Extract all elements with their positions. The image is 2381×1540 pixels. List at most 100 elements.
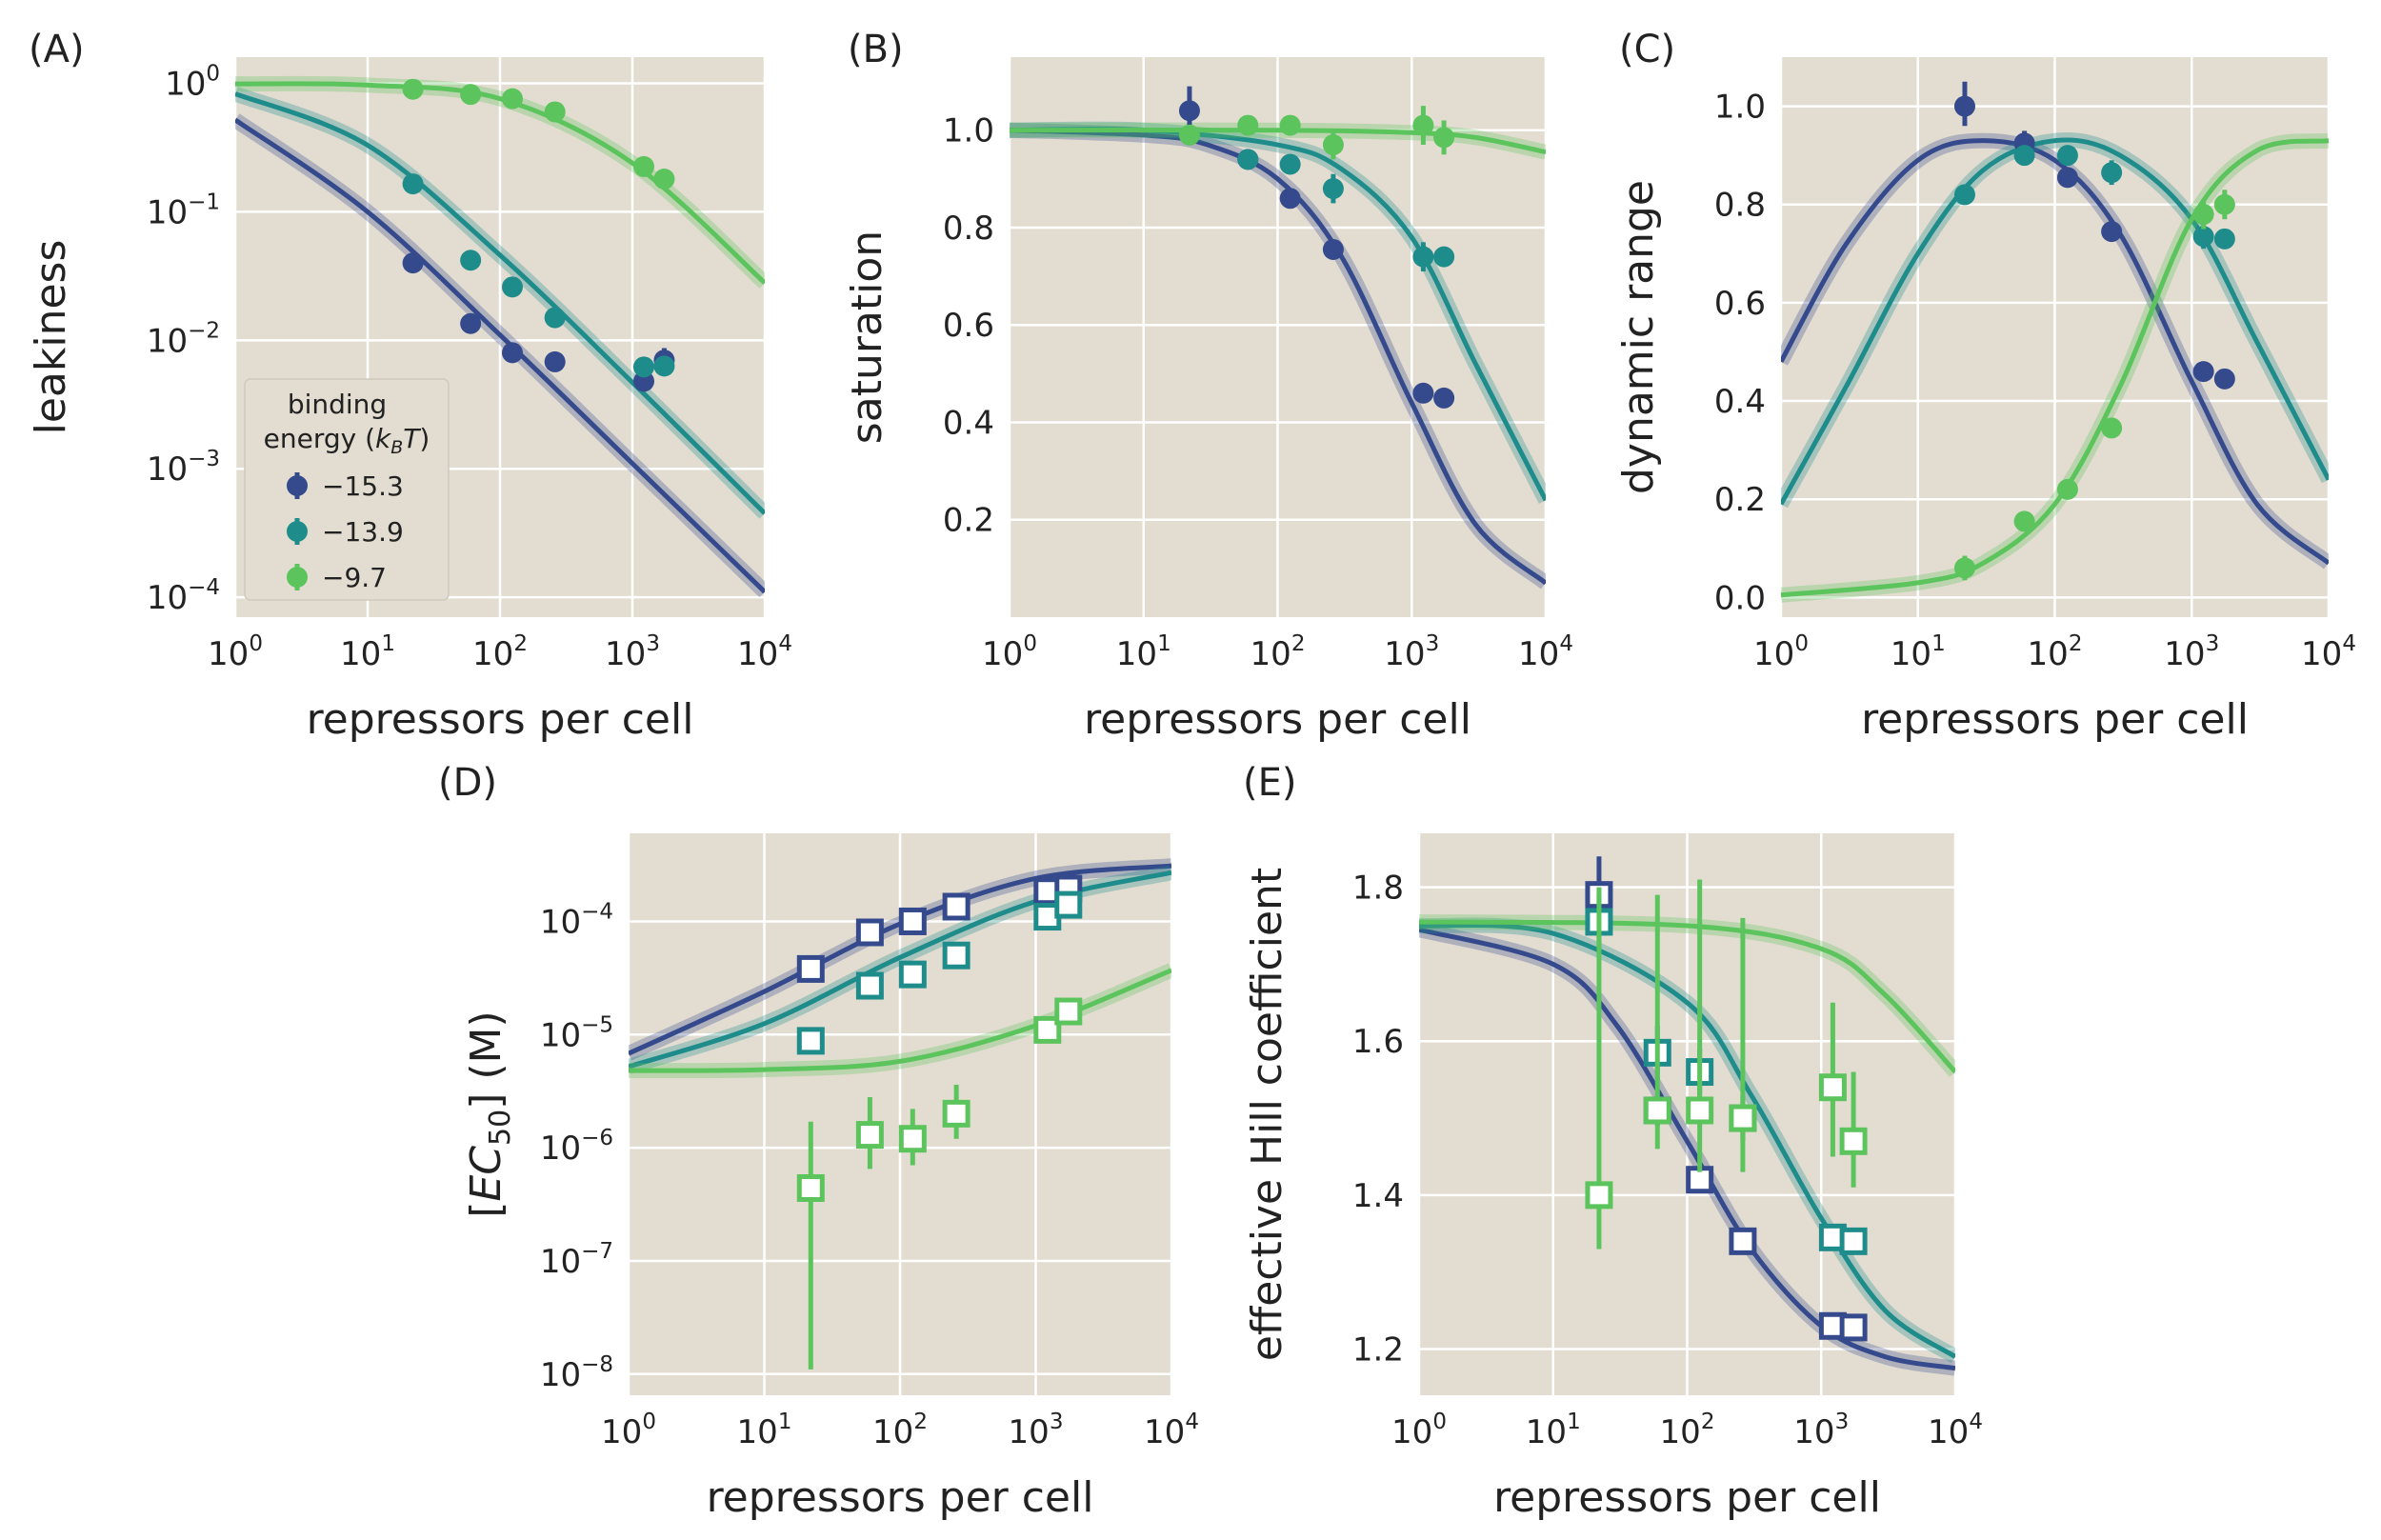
y-tick-label: 10−1 (147, 190, 220, 231)
data-point-mid (402, 173, 424, 195)
y-tick-label: 10−3 (147, 447, 220, 489)
y-tick-label: 10−5 (540, 1012, 613, 1054)
y-tick-label: 1.6 (1352, 1023, 1404, 1061)
legend-label-dark: −15.3 (322, 470, 404, 502)
panels: 100 101 102 103 104 10−4 10−3 10−2 10−1 100 (A) rep… (27, 28, 2356, 1522)
y-tick-label: 10−8 (540, 1352, 613, 1394)
data-point-light (1953, 557, 1975, 579)
data-point-dark (2213, 368, 2235, 390)
panel-label: (D) (438, 761, 497, 805)
data-point-dark (855, 918, 884, 947)
legend-label-mid: −13.9 (322, 516, 404, 548)
data-point-dark (796, 954, 825, 983)
y-tick-label: 100 (165, 62, 220, 104)
x-tick-label: 102 (2028, 631, 2083, 673)
data-point-dark (1729, 1227, 1757, 1255)
y-tick-label: 10−4 (540, 899, 613, 941)
data-point-light (855, 1121, 884, 1150)
x-tick-label: 103 (1793, 1410, 1849, 1451)
data-point-light (1839, 1127, 1868, 1155)
data-point-mid (796, 1027, 825, 1055)
panel-label: (A) (29, 28, 85, 71)
data-point-dark (1433, 387, 1455, 409)
data-point-light (1818, 1073, 1847, 1102)
data-point-mid (898, 960, 927, 989)
x-tick-label: 102 (1251, 631, 1306, 673)
data-point-mid (942, 941, 970, 970)
data-point-light (942, 1099, 970, 1128)
data-point-mid (855, 971, 884, 1000)
x-tick-label: 100 (1753, 631, 1809, 673)
data-point-light (796, 1173, 825, 1202)
data-point-light (1237, 114, 1259, 136)
data-point-light (1433, 127, 1455, 149)
x-tick-label: 102 (1660, 1410, 1715, 1451)
data-point-mid (1054, 890, 1083, 919)
data-point-light (1585, 1181, 1613, 1210)
data-point-light (2192, 204, 2214, 226)
data-point-mid (1279, 153, 1301, 175)
data-point-mid (501, 276, 523, 298)
data-point-light (633, 155, 655, 177)
y-tick-label: 10−6 (540, 1126, 613, 1168)
panel-d: 100 101 102 103 104 10−8 10−7 10−6 10−5 10−4 (D) re… (438, 761, 1199, 1522)
legend-label-light: −9.7 (322, 562, 387, 593)
x-tick-label: 103 (605, 631, 660, 673)
curve-dark (1010, 128, 1546, 586)
data-point-dark (1178, 100, 1200, 122)
data-point-dark (460, 312, 482, 334)
data-point-mid (1412, 246, 1434, 268)
curve-light (1781, 138, 2329, 598)
y-tick-label: 0.6 (943, 307, 994, 345)
data-point-dark (1279, 188, 1301, 210)
data-point-light (1729, 1104, 1757, 1132)
data-point-mid (2213, 228, 2235, 250)
y-tick-label: 0.8 (1714, 187, 1766, 225)
x-tick-label: 101 (340, 631, 395, 673)
x-axis-title: repressors per cell (707, 1473, 1094, 1522)
data-point-light (1279, 114, 1301, 136)
y-tick-label: 0.6 (1714, 285, 1766, 323)
y-tick-label: 0.8 (943, 210, 994, 248)
data-point-dark (501, 342, 523, 364)
y-tick-label: 1.2 (1352, 1331, 1404, 1370)
y-axis-title: leakiness (27, 240, 75, 435)
x-tick-label: 102 (872, 1410, 928, 1451)
data-point-dark (2192, 361, 2214, 383)
x-tick-label: 101 (1116, 631, 1171, 673)
legend-title-line2: energy (kBT) (264, 423, 430, 458)
curve-mid (235, 91, 765, 515)
legend-marker-light (287, 567, 308, 588)
data-point-mid (1953, 184, 1975, 206)
x-tick-label: 103 (2164, 631, 2219, 673)
x-tick-label: 103 (1384, 631, 1439, 673)
data-point-mid (1237, 149, 1259, 170)
data-point-light (501, 88, 523, 110)
x-tick-label: 102 (472, 631, 528, 673)
y-tick-label: 1.8 (1352, 870, 1404, 908)
legend-marker-mid (287, 521, 308, 542)
data-point-light (1686, 1096, 1714, 1125)
curve-light (1419, 919, 1955, 1074)
data-point-light (2213, 193, 2235, 215)
y-axis-title: dynamic range (1614, 180, 1663, 494)
data-point-dark (544, 350, 566, 372)
curve-light (1010, 128, 1546, 155)
legend-entry-dark: −15.3 (287, 470, 404, 502)
x-axis-title: repressors per cell (1084, 695, 1471, 744)
x-tick-label: 104 (1928, 1410, 1983, 1451)
data-point-light (2056, 478, 2078, 500)
y-tick-label: 10−7 (540, 1239, 613, 1281)
panel-e: 100 101 102 103 104 1.2 1.4 1.6 1.8 (E) repressors… (1243, 761, 1983, 1522)
legend-marker-dark (287, 475, 308, 496)
legend: binding energy (kBT) −15.3 −13.9 −9.7 (244, 378, 450, 601)
data-point-light (1322, 134, 1344, 156)
x-tick-label: 100 (208, 631, 263, 673)
y-axis-title: [EC50] (M) (462, 1010, 517, 1217)
panel-label: (E) (1243, 761, 1296, 805)
x-tick-label: 104 (1144, 1410, 1199, 1451)
data-point-dark (2056, 167, 2078, 189)
legend-title-line1: binding (288, 389, 387, 420)
panel-b: 100 101 102 103 104 0.2 0.4 0.6 0.8 1.0 (B) repress… (843, 28, 1573, 744)
